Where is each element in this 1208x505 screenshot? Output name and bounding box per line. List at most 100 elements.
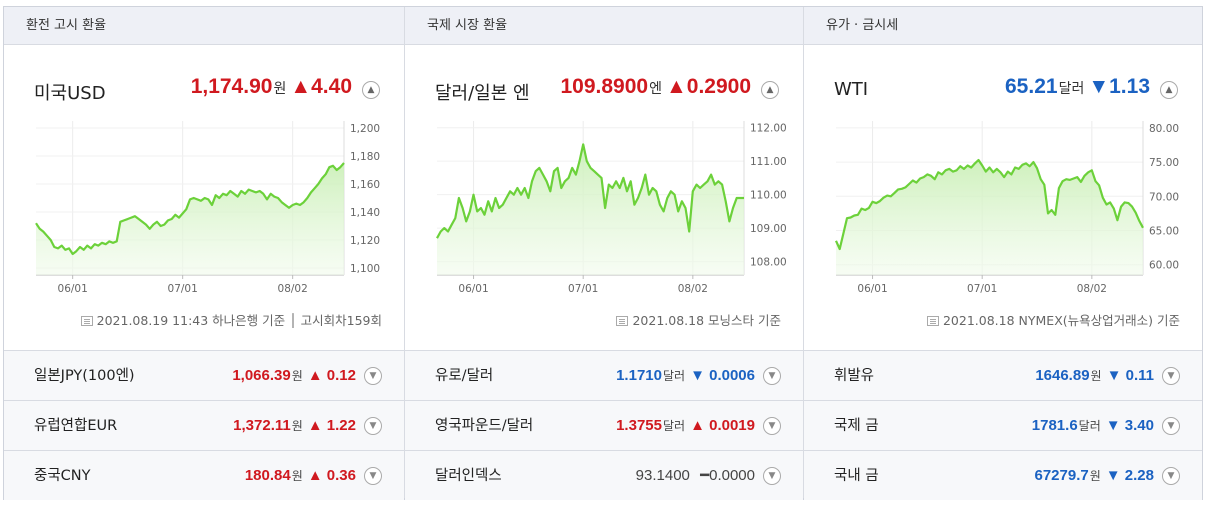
list-change-value: 2.28 xyxy=(1124,467,1154,484)
list-change-value: 0.12 xyxy=(326,367,356,384)
section-header[interactable]: 국제 시장 환율 xyxy=(405,7,803,45)
main-item-wti: WTI 65.21달러 ▼1.13 ▲ 60.00 65.00 70.00 75.00 8… xyxy=(804,45,1202,350)
down-arrow-icon: ▼ xyxy=(1106,367,1122,384)
down-arrow-icon: ▼ xyxy=(690,367,705,384)
main-value-number: 65.21 xyxy=(1005,75,1058,98)
main-item-name: 미국USD xyxy=(34,83,106,104)
y-tick-label: 1,140 xyxy=(350,207,380,219)
chevron-down-icon: ▼ xyxy=(768,421,776,431)
list-change-value: 1.22 xyxy=(326,417,356,434)
usd-jpy-line-chart: 108.00 109.00 110.00 111.00 112.00 06/01 07/01… xyxy=(436,121,787,295)
x-tick-label: 07/01 xyxy=(967,283,997,295)
basis-text: 2021.08.18 모닝스타 기준 xyxy=(616,310,781,329)
list-item[interactable]: 달러인덱스 93.1400 ━0.0000 ▼ xyxy=(405,450,803,500)
main-value-number: 109.8900 xyxy=(560,75,649,98)
list-value-unit: 원 xyxy=(1089,469,1101,483)
list-value-number: 1.1710 xyxy=(616,367,662,384)
basis-label: 2021.08.18 모닝스타 기준 xyxy=(632,313,781,328)
chevron-down-icon: ▼ xyxy=(768,371,776,381)
y-tick-label: 1,120 xyxy=(350,235,380,247)
basis-label: 2021.08.18 NYMEX(뉴욕상업거래소) 기준 xyxy=(942,313,1180,328)
series-line xyxy=(834,158,1144,251)
exchange-rate-widget: 환전 고시 환율 미국USD 1,174.90원 ▲4.40 ▲ 1,100 1,1… xyxy=(3,6,1203,500)
chevron-up-icon: ▲ xyxy=(367,85,375,95)
list-item[interactable]: 영국파운드/달러 1.3755달러 ▲ 0.0019 ▼ xyxy=(405,400,803,450)
list-item-name: 유럽연합EUR xyxy=(34,418,118,434)
list-change-value: 0.0019 xyxy=(709,417,755,434)
chevron-up-icon: ▲ xyxy=(766,85,774,95)
list-item[interactable]: 유로/달러 1.1710달러 ▼ 0.0006 ▼ xyxy=(405,350,803,400)
chevron-up-icon: ▲ xyxy=(1165,85,1173,95)
list-change-value: 0.0000 xyxy=(709,467,755,484)
collapse-chart-button[interactable]: ▲ xyxy=(362,81,380,99)
expand-button[interactable]: ▼ xyxy=(1162,417,1180,435)
section-header[interactable]: 유가 · 금시세 xyxy=(804,7,1202,45)
list-item[interactable]: 휘발유 1646.89원 ▼ 0.11 ▼ xyxy=(804,350,1202,400)
list-change: ━0.0000 xyxy=(696,467,755,484)
list-item[interactable]: 국내 금 67279.7원 ▼ 2.28 ▼ xyxy=(804,450,1202,500)
list-value-unit: 원 xyxy=(1090,369,1102,383)
rate-list: 휘발유 1646.89원 ▼ 0.11 ▼ 국제 금 1781.6달러 ▼ 3.40… xyxy=(804,350,1202,500)
expand-button[interactable]: ▼ xyxy=(364,467,382,485)
x-tick-label: 08/02 xyxy=(678,283,708,295)
main-change: ▼1.13 xyxy=(1088,75,1150,98)
up-arrow-icon: ▲ xyxy=(307,417,323,434)
list-item-value: 180.84원 ▲ 0.36 xyxy=(245,451,356,501)
down-arrow-icon: ▼ xyxy=(1105,467,1121,484)
y-tick-label: 80.00 xyxy=(1149,123,1179,135)
x-tick-label: 06/01 xyxy=(857,283,887,295)
collapse-chart-button[interactable]: ▲ xyxy=(1160,81,1178,99)
x-tick-label: 06/01 xyxy=(458,283,488,295)
list-item[interactable]: 중국CNY 180.84원 ▲ 0.36 ▼ xyxy=(4,450,404,500)
main-value-number: 1,174.90 xyxy=(190,75,273,98)
main-value-unit: 엔 xyxy=(649,80,662,96)
expand-button[interactable]: ▼ xyxy=(763,367,781,385)
series-area xyxy=(36,163,344,275)
usd-chart: 1,100 1,120 1,140 1,160 1,180 1,200 06/01 07/01… xyxy=(4,115,404,305)
main-item-value: 1,174.90원 ▲4.40 xyxy=(191,75,352,99)
y-tick-label: 109.00 xyxy=(750,223,787,235)
up-arrow-icon: ▲ xyxy=(690,417,705,434)
usd-jpy-chart: 108.00 109.00 110.00 111.00 112.00 06/01 07/01… xyxy=(405,115,803,305)
y-tick-label: 60.00 xyxy=(1149,260,1179,272)
x-tick-label: 08/02 xyxy=(278,283,308,295)
list-item[interactable]: 일본JPY(100엔) 1,066.39원 ▲ 0.12 ▼ xyxy=(4,350,404,400)
basis-text: 2021.08.18 NYMEX(뉴욕상업거래소) 기준 xyxy=(926,310,1180,329)
expand-button[interactable]: ▼ xyxy=(763,467,781,485)
main-value-unit: 달러 xyxy=(1058,80,1085,96)
document-icon xyxy=(80,316,93,326)
list-change: ▲ 0.0019 xyxy=(690,417,755,434)
expand-button[interactable]: ▼ xyxy=(364,417,382,435)
flat-dash-icon: ━ xyxy=(700,467,710,484)
collapse-chart-button[interactable]: ▲ xyxy=(761,81,779,99)
y-tick-label: 75.00 xyxy=(1149,157,1179,169)
list-value-number: 67279.7 xyxy=(1034,467,1089,484)
up-arrow-icon: ▲ xyxy=(290,75,312,98)
chevron-down-icon: ▼ xyxy=(369,371,377,381)
expand-button[interactable]: ▼ xyxy=(364,367,382,385)
series-area xyxy=(836,160,1143,275)
section-header[interactable]: 환전 고시 환율 xyxy=(4,7,404,45)
list-value-number: 1,066.39 xyxy=(232,367,291,384)
list-item[interactable]: 유럽연합EUR 1,372.11원 ▲ 1.22 ▼ xyxy=(4,400,404,450)
list-item[interactable]: 국제 금 1781.6달러 ▼ 3.40 ▼ xyxy=(804,400,1202,450)
y-tick-label: 1,160 xyxy=(350,179,380,191)
list-value-number: 1781.6 xyxy=(1031,417,1078,434)
chevron-down-icon: ▼ xyxy=(768,471,776,481)
list-value-unit: 원 xyxy=(291,419,303,433)
list-change-value: 3.40 xyxy=(1124,417,1154,434)
y-tick-label: 1,200 xyxy=(350,123,380,135)
list-item-value: 93.1400 ━0.0000 xyxy=(636,451,755,501)
main-value-unit: 원 xyxy=(273,80,287,96)
rate-list: 일본JPY(100엔) 1,066.39원 ▲ 0.12 ▼ 유럽연합EUR 1,… xyxy=(4,350,404,500)
expand-button[interactable]: ▼ xyxy=(763,417,781,435)
main-item-value: 65.21달러 ▼1.13 xyxy=(1005,75,1150,99)
list-change: ▼ 0.11 xyxy=(1107,367,1154,384)
main-item-value: 109.8900엔 ▲0.2900 xyxy=(560,75,751,99)
expand-button[interactable]: ▼ xyxy=(1162,467,1180,485)
chevron-down-icon: ▼ xyxy=(369,471,377,481)
main-item-usd-jpy: 달러/일본 엔 109.8900엔 ▲0.2900 ▲ 108.00 109.00 1… xyxy=(405,45,803,350)
list-value-unit: 원 xyxy=(291,469,303,483)
wti-line-chart: 60.00 65.00 70.00 75.00 80.00 06/01 07/01 08/02 xyxy=(834,121,1179,295)
expand-button[interactable]: ▼ xyxy=(1162,367,1180,385)
